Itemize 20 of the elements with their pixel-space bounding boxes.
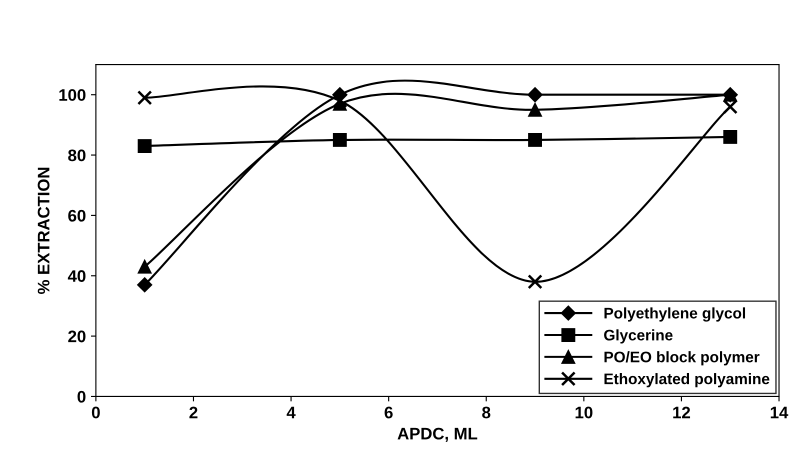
x-tick-label: 8: [482, 406, 490, 418]
y-tick-label: 80: [68, 149, 86, 162]
legend-label: PO/EO block polymer: [604, 351, 760, 366]
x-axis-title: APDC, ML: [398, 428, 478, 442]
y-axis-title: % EXTRACTION: [38, 168, 50, 294]
y-tick-label: 20: [68, 330, 86, 342]
y-tick-label: 0: [78, 390, 86, 403]
x-tick-label: 6: [384, 406, 393, 418]
y-tick-label: 60: [68, 210, 86, 222]
x-tick-label: 14: [770, 406, 788, 418]
y-tick-label: 100: [59, 89, 86, 101]
x-tick-label: 4: [286, 406, 296, 418]
y-tick-label: 40: [68, 270, 86, 282]
legend-label: Glycerine: [604, 329, 673, 344]
x-tick-label: 10: [576, 406, 592, 418]
legend-label: Polyethylene glycol: [604, 307, 746, 322]
x-tick-label: 0: [92, 406, 100, 418]
legend-label: Ethoxylated polyamine: [604, 373, 770, 388]
x-tick-label: 2: [189, 406, 198, 418]
x-tick-label: 12: [673, 406, 690, 418]
